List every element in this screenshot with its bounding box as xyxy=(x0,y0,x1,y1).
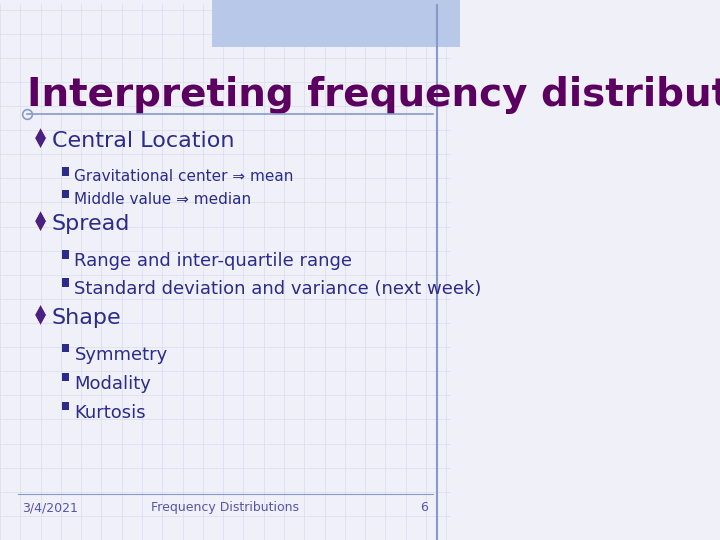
Polygon shape xyxy=(62,344,69,353)
Text: 3/4/2021: 3/4/2021 xyxy=(22,502,78,515)
Polygon shape xyxy=(35,127,46,149)
Text: Interpreting frequency distributions: Interpreting frequency distributions xyxy=(27,77,720,114)
Polygon shape xyxy=(62,167,69,176)
Text: Range and inter-quartile range: Range and inter-quartile range xyxy=(74,252,352,270)
Text: Modality: Modality xyxy=(74,375,151,393)
Text: Frequency Distributions: Frequency Distributions xyxy=(151,502,300,515)
Text: Gravitational center ⇒ mean: Gravitational center ⇒ mean xyxy=(74,169,294,184)
Text: Central Location: Central Location xyxy=(52,131,234,151)
Polygon shape xyxy=(62,278,69,287)
Polygon shape xyxy=(62,373,69,381)
Text: Spread: Spread xyxy=(52,214,130,234)
FancyBboxPatch shape xyxy=(212,0,460,47)
Text: Symmetry: Symmetry xyxy=(74,346,168,364)
Polygon shape xyxy=(62,250,69,259)
Text: Shape: Shape xyxy=(52,308,122,328)
Text: Kurtosis: Kurtosis xyxy=(74,404,146,422)
Polygon shape xyxy=(35,211,46,232)
Text: Middle value ⇒ median: Middle value ⇒ median xyxy=(74,192,251,207)
Text: Standard deviation and variance (next week): Standard deviation and variance (next we… xyxy=(74,280,482,298)
Text: 6: 6 xyxy=(420,502,428,515)
Polygon shape xyxy=(62,190,69,198)
Polygon shape xyxy=(35,304,46,326)
Polygon shape xyxy=(62,402,69,410)
